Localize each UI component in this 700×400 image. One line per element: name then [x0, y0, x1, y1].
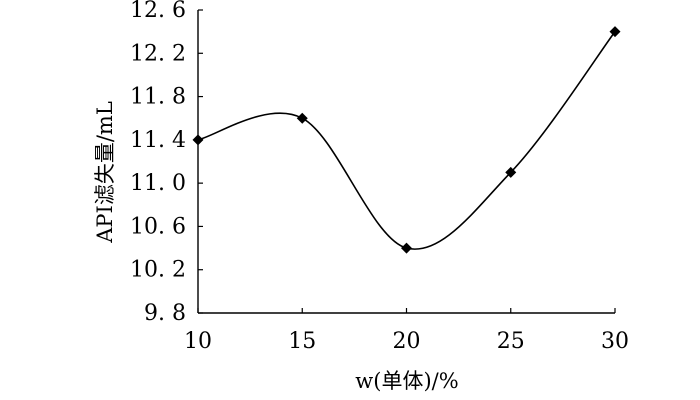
series-line [197, 31, 616, 250]
markers [192, 26, 621, 254]
x-axis-title: w(单体)/% [355, 369, 458, 393]
data-point-marker [401, 242, 412, 254]
y-tick-label: 10. 6 [130, 214, 186, 239]
y-tick-label: 9. 8 [144, 301, 186, 326]
x-tick-label: 10 [184, 329, 212, 354]
y-tick-label: 11. 0 [130, 171, 186, 196]
x-tick-label: 25 [497, 329, 525, 354]
y-tick-label: 11. 8 [130, 85, 186, 110]
y-tick-label: 10. 2 [130, 258, 186, 283]
y-tick-label: 12. 6 [130, 0, 186, 23]
x-tick-label: 15 [288, 329, 316, 354]
series [197, 31, 616, 250]
data-point-marker [192, 134, 204, 146]
ticks: 9. 8 10. 2 10. 6 11. 0 11. 4 11. 8 12. 2 12. 6 1… [130, 0, 629, 354]
data-point-marker [609, 26, 621, 38]
y-tick-label: 12. 2 [130, 41, 186, 66]
data-point-marker [505, 166, 517, 178]
axes [197, 10, 615, 314]
y-tick-label: 11. 4 [130, 128, 186, 153]
x-tick-label: 20 [393, 329, 421, 354]
data-point-marker [296, 112, 308, 124]
axis-titles: w(单体)/% API滤失量/mL [93, 101, 459, 393]
y-axis-title: API滤失量/mL [93, 101, 117, 244]
x-tick-label: 30 [601, 329, 629, 354]
